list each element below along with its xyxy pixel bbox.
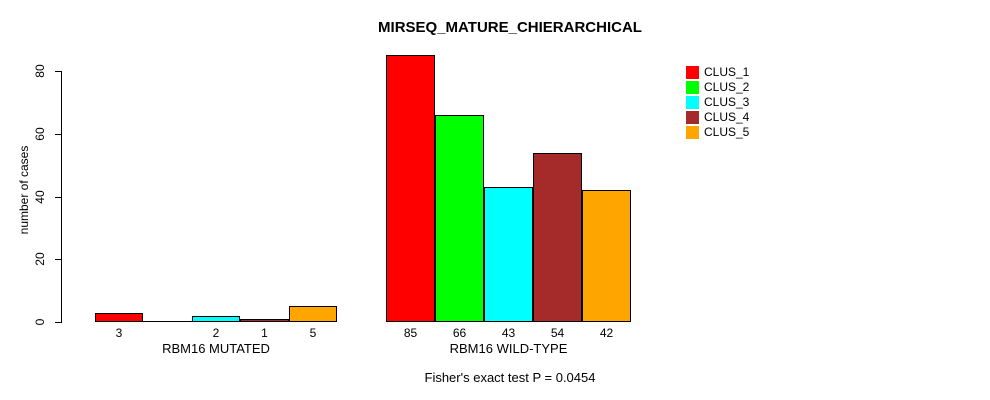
bar-clus_5-mutated bbox=[289, 306, 337, 322]
bar-clus_5-wild-type bbox=[582, 190, 631, 322]
legend: CLUS_1 CLUS_2 CLUS_3 CLUS_4 CLUS_5 bbox=[686, 65, 749, 140]
legend-row: CLUS_4 bbox=[686, 110, 749, 125]
x-group-label-mutated: RBM16 MUTATED bbox=[162, 341, 270, 356]
bar-clus_3-mutated bbox=[192, 316, 240, 322]
bar-value-label: 42 bbox=[599, 326, 614, 340]
y-axis-line bbox=[61, 71, 62, 323]
stat-annotation: Fisher's exact test P = 0.0454 bbox=[424, 370, 596, 385]
bar-value-label: 5 bbox=[309, 326, 317, 340]
legend-swatch-clus_4 bbox=[686, 111, 699, 124]
legend-label: CLUS_5 bbox=[704, 125, 750, 139]
chart-title: MIRSEQ_MATURE_CHIERARCHICAL bbox=[378, 19, 642, 36]
y-tick bbox=[55, 197, 61, 198]
bar-value-label: 3 bbox=[115, 326, 123, 340]
y-tick bbox=[55, 134, 61, 135]
bar-value-label: 66 bbox=[452, 326, 467, 340]
bar-clus_1-wild-type bbox=[386, 55, 435, 322]
bar-value-label: 1 bbox=[261, 326, 268, 340]
x-group-label-wild-type: RBM16 WILD-TYPE bbox=[449, 341, 568, 356]
bar-clus_1-mutated bbox=[95, 313, 143, 322]
legend-swatch-clus_1 bbox=[686, 66, 699, 79]
y-tick-label: 80 bbox=[33, 64, 47, 78]
legend-swatch-clus_5 bbox=[686, 126, 699, 139]
bar-value-label: 85 bbox=[403, 326, 418, 340]
legend-row: CLUS_3 bbox=[686, 95, 749, 110]
y-tick bbox=[55, 71, 61, 72]
bar-value-label: 43 bbox=[501, 326, 516, 340]
y-axis-label: number of cases bbox=[17, 145, 31, 235]
bar-clus_2-wild-type bbox=[435, 115, 484, 322]
bar-clus_4-mutated bbox=[240, 319, 289, 322]
y-tick-label: 20 bbox=[33, 252, 47, 266]
legend-swatch-clus_2 bbox=[686, 81, 699, 94]
bar-value-label: 54 bbox=[550, 326, 565, 340]
legend-label: CLUS_1 bbox=[704, 65, 750, 79]
legend-swatch-clus_3 bbox=[686, 96, 699, 109]
legend-label: CLUS_4 bbox=[704, 110, 750, 124]
bar-clus_4-wild-type bbox=[533, 153, 582, 322]
y-tick-label: 60 bbox=[33, 127, 47, 141]
legend-row: CLUS_1 bbox=[686, 65, 749, 80]
bar-value-label: 2 bbox=[212, 326, 220, 340]
bar-clus_2-mutated bbox=[143, 321, 192, 322]
legend-row: CLUS_2 bbox=[686, 80, 749, 95]
y-tick bbox=[55, 322, 61, 323]
y-tick bbox=[55, 259, 61, 260]
legend-row: CLUS_5 bbox=[686, 125, 749, 140]
bar-clus_3-wild-type bbox=[484, 187, 533, 322]
legend-label: CLUS_3 bbox=[704, 95, 750, 109]
y-tick-label: 0 bbox=[33, 318, 47, 326]
y-tick-label: 40 bbox=[33, 190, 47, 204]
legend-label: CLUS_2 bbox=[704, 80, 750, 94]
